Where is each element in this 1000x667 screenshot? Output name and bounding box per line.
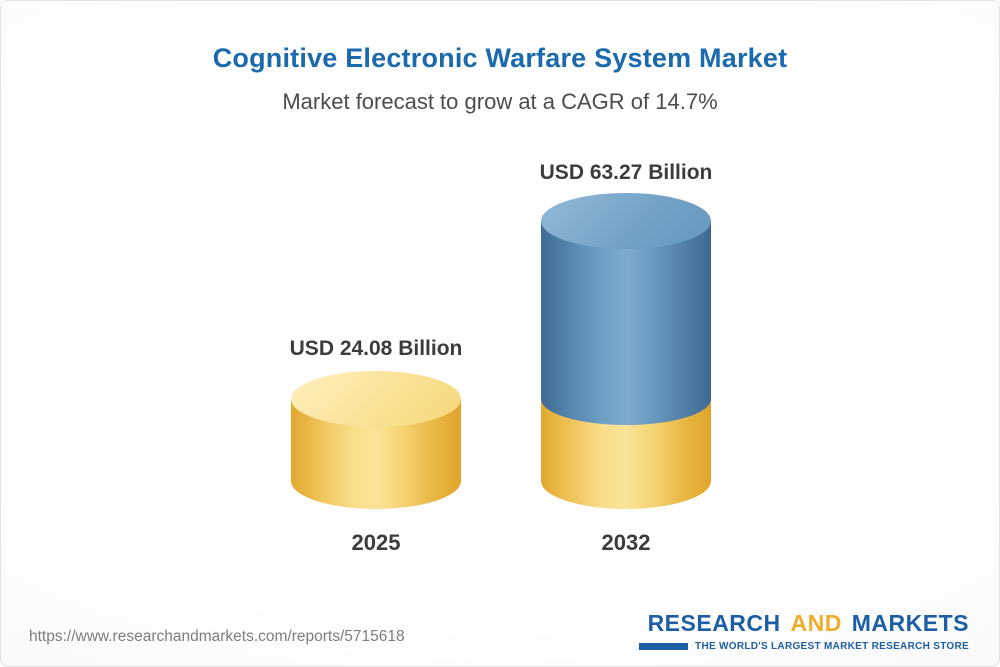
value-label-2025: USD 24.08 Billion	[289, 337, 463, 361]
logo-tagline: THE WORLD'S LARGEST MARKET RESEARCH STOR…	[695, 641, 969, 652]
report-url: https://www.researchandmarkets.com/repor…	[29, 628, 405, 645]
logo-word-markets: MARKETS	[851, 610, 969, 636]
value-label-2032: USD 63.27 Billion	[539, 161, 713, 185]
bar-2025	[291, 371, 461, 509]
subtitle: Market forecast to grow at a CAGR of 14.…	[282, 89, 718, 114]
logo-word-and: AND	[790, 610, 842, 636]
axis-label-2032: 2032	[601, 530, 651, 555]
bar-2025-top-ellipse	[291, 371, 461, 428]
research-and-markets-logo: RESEARCH AND MARKETS THE WORLD'S LARGEST…	[639, 610, 969, 652]
logo-tagline-row: THE WORLD'S LARGEST MARKET RESEARCH STOR…	[639, 641, 969, 652]
logo-word-research: RESEARCH	[647, 610, 781, 636]
bar-2032-top-ellipse	[541, 193, 711, 250]
logo-wordmark: RESEARCH AND MARKETS	[639, 610, 969, 637]
bar-2032-upper-segment	[541, 221, 711, 426]
axis-label-2025: 2025	[351, 530, 401, 555]
logo-tagline-bar	[639, 643, 689, 650]
page-title: Cognitive Electronic Warfare System Mark…	[212, 43, 788, 73]
bar-2032	[541, 193, 711, 509]
